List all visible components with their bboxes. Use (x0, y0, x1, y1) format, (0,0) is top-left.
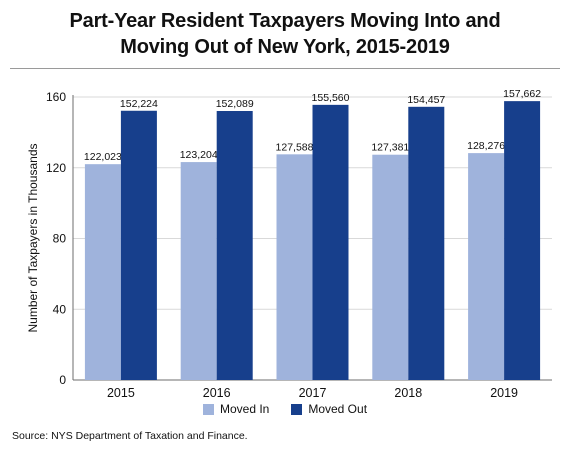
y-tick-label-80: 80 (53, 232, 67, 246)
x-tick-label-2017: 2017 (299, 386, 327, 400)
y-tick-label-160: 160 (46, 90, 66, 104)
data-label-moved-in-2017: 127,588 (276, 141, 314, 153)
bar-moved-in-2019 (468, 153, 505, 380)
data-label-moved-out-2016: 152,089 (216, 98, 254, 110)
y-tick-label-0: 0 (59, 373, 66, 387)
bar-moved-out-2018 (408, 106, 445, 380)
x-tick-label-2019: 2019 (490, 386, 518, 400)
data-label-moved-out-2015: 152,224 (120, 98, 158, 110)
bar-moved-out-2019 (504, 101, 541, 380)
y-tick-label-120: 120 (46, 161, 66, 175)
bar-moved-out-2016 (216, 110, 253, 380)
bar-chart: 0 40 80 120 160 122,023 152,224 2015 123,204 152,… (46, 88, 552, 400)
legend-swatch-moved-out (291, 403, 303, 415)
data-label-moved-in-2019: 128,276 (467, 140, 505, 152)
data-label-moved-in-2018: 127,381 (371, 142, 409, 154)
legend-label-moved-in: Moved In (219, 402, 270, 416)
bar-moved-in-2015 (84, 164, 121, 380)
legend-swatch-moved-in (202, 403, 214, 415)
data-label-moved-in-2015: 122,023 (84, 151, 122, 163)
title-divider (10, 68, 560, 69)
x-tick-label-2018: 2018 (394, 386, 422, 400)
y-tick-label-40: 40 (53, 302, 67, 316)
legend-item-moved-out: Moved Out (291, 402, 367, 416)
data-label-moved-out-2017: 155,560 (312, 92, 350, 104)
chart-title-line-2: Moving Out of New York, 2015-2019 (120, 36, 450, 58)
bar-moved-in-2016 (180, 162, 217, 380)
chart-title: Part-Year Resident Taxpayers Moving Into… (0, 8, 570, 60)
bar-moved-out-2017 (312, 104, 349, 381)
data-label-moved-in-2016: 123,204 (180, 149, 218, 161)
bar-moved-in-2017 (276, 154, 313, 380)
x-tick-label-2016: 2016 (203, 386, 231, 400)
data-label-moved-out-2018: 154,457 (407, 94, 445, 106)
source-note: Source: NYS Department of Taxation and F… (12, 430, 248, 442)
legend-item-moved-in: Moved In (202, 402, 270, 416)
bar-moved-in-2018 (372, 154, 409, 380)
bar-moved-out-2015 (120, 110, 157, 381)
legend: Moved In Moved Out (0, 402, 570, 416)
chart-title-line-1: Part-Year Resident Taxpayers Moving Into… (69, 10, 501, 32)
x-tick-label-2015: 2015 (107, 386, 135, 400)
data-label-moved-out-2019: 157,662 (503, 88, 541, 100)
legend-label-moved-out: Moved Out (308, 402, 368, 416)
